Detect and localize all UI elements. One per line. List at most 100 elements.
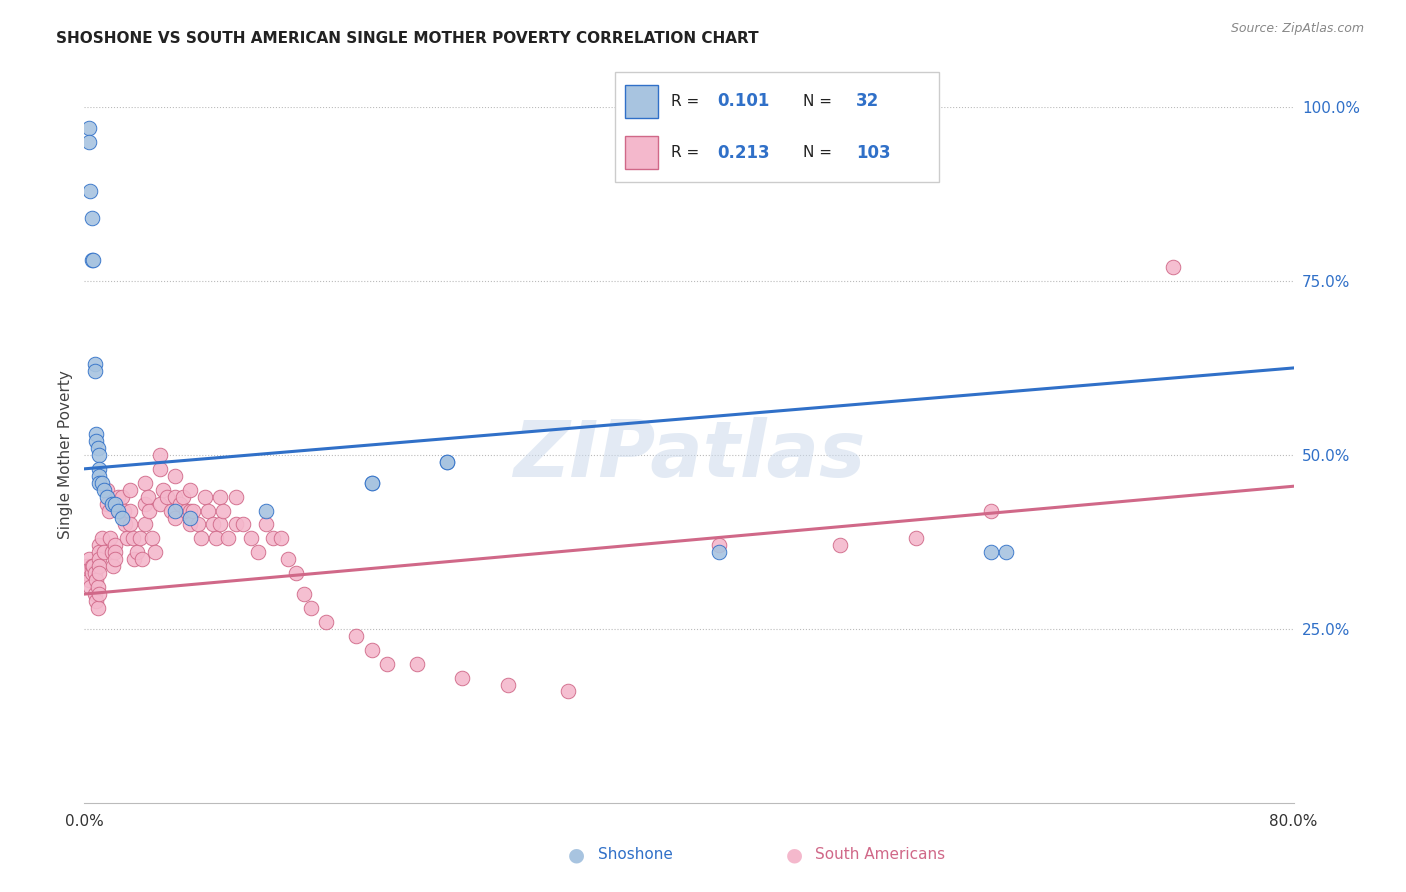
Point: [277, 552, 299, 566]
Point: [91, 532, 114, 546]
Point: [80, 566, 103, 581]
Point: [87, 441, 110, 455]
Point: [149, 497, 172, 511]
Point: [299, 601, 322, 615]
Text: 32: 32: [856, 93, 879, 111]
Text: SHOSHONE VS SOUTH AMERICAN SINGLE MOTHER POVERTY CORRELATION CHART: SHOSHONE VS SOUTH AMERICAN SINGLE MOTHER…: [56, 31, 759, 46]
Point: [292, 587, 315, 601]
Point: [89, 587, 111, 601]
Text: 0.213: 0.213: [717, 144, 770, 161]
Point: [96, 497, 118, 511]
Point: [104, 552, 127, 566]
Point: [118, 517, 141, 532]
Text: R =: R =: [671, 145, 704, 161]
Point: [84, 358, 107, 372]
Point: [93, 545, 115, 559]
Point: [107, 490, 129, 504]
Point: [76, 559, 98, 574]
Point: [145, 545, 167, 559]
Point: [77, 135, 100, 149]
Point: [89, 552, 111, 566]
Point: [108, 503, 131, 517]
Text: 0.101: 0.101: [717, 93, 769, 111]
Point: [496, 677, 519, 691]
Point: [97, 503, 120, 517]
Point: [270, 532, 292, 546]
Point: [136, 490, 159, 504]
Text: South Americans: South Americans: [815, 847, 946, 862]
Point: [84, 364, 107, 378]
Point: [84, 587, 107, 601]
Point: [104, 538, 127, 552]
Point: [232, 517, 254, 532]
Text: Source: ZipAtlas.com: Source: ZipAtlas.com: [1230, 22, 1364, 36]
Point: [80, 559, 103, 574]
Point: [239, 532, 262, 546]
Point: [212, 503, 235, 517]
Point: [82, 253, 104, 268]
Point: [122, 552, 145, 566]
Point: [165, 510, 187, 524]
Point: [89, 475, 111, 490]
Point: [100, 545, 122, 559]
Point: [262, 532, 284, 546]
Point: [131, 552, 153, 566]
Text: ●: ●: [786, 845, 803, 864]
Point: [436, 455, 458, 469]
Point: [980, 545, 1002, 559]
Point: [406, 657, 429, 671]
Point: [101, 559, 124, 574]
Point: [225, 490, 247, 504]
Point: [111, 510, 134, 524]
Point: [254, 517, 277, 532]
Point: [209, 517, 232, 532]
Point: [121, 532, 143, 546]
Point: [118, 503, 141, 517]
Point: [830, 538, 852, 552]
Y-axis label: Single Mother Poverty: Single Mother Poverty: [58, 370, 73, 540]
Point: [96, 483, 118, 497]
Point: [197, 503, 219, 517]
Point: [104, 545, 127, 559]
Text: R =: R =: [671, 94, 704, 109]
Point: [179, 503, 201, 517]
Point: [194, 490, 217, 504]
Point: [75, 566, 97, 581]
Point: [375, 657, 398, 671]
Point: [89, 468, 111, 483]
Point: [190, 532, 212, 546]
Text: N =: N =: [803, 94, 837, 109]
Point: [89, 538, 111, 552]
FancyBboxPatch shape: [624, 136, 658, 169]
Point: [141, 532, 163, 546]
Point: [82, 559, 104, 574]
Point: [87, 580, 110, 594]
Point: [96, 490, 118, 504]
Point: [360, 475, 382, 490]
Point: [100, 497, 122, 511]
Point: [315, 615, 337, 629]
Point: [165, 490, 187, 504]
Point: [86, 594, 108, 608]
Point: [118, 483, 141, 497]
Point: [156, 490, 179, 504]
Point: [77, 552, 100, 566]
Point: [159, 503, 181, 517]
Point: [179, 517, 201, 532]
FancyBboxPatch shape: [614, 72, 939, 182]
Point: [360, 642, 382, 657]
Point: [174, 503, 197, 517]
Point: [201, 517, 224, 532]
Point: [451, 671, 474, 685]
Point: [152, 483, 174, 497]
Point: [86, 434, 108, 448]
Point: [80, 211, 103, 226]
Point: [91, 475, 114, 490]
Point: [209, 490, 232, 504]
Text: Shoshone: Shoshone: [598, 847, 672, 862]
Point: [179, 510, 201, 524]
Point: [129, 532, 152, 546]
Text: 103: 103: [856, 144, 891, 161]
Point: [80, 253, 103, 268]
Point: [89, 448, 111, 462]
